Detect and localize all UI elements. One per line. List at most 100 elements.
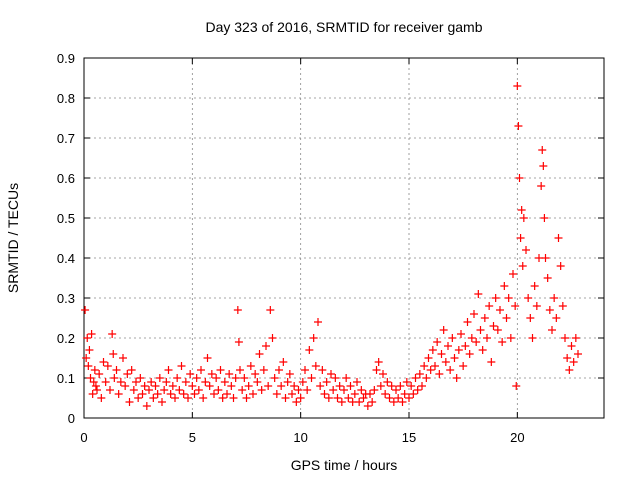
data-point — [181, 378, 190, 386]
data-point — [242, 394, 251, 402]
data-point — [216, 366, 225, 374]
data-point — [277, 382, 286, 390]
data-point — [125, 398, 134, 406]
data-point — [301, 366, 309, 374]
data-point — [210, 390, 218, 398]
data-point — [400, 390, 409, 398]
data-point — [184, 394, 192, 402]
data-point — [439, 326, 448, 334]
data-point — [498, 338, 507, 346]
data-point — [212, 374, 221, 382]
y-tick-label: 0.9 — [57, 51, 75, 66]
x-tick-label: 0 — [80, 430, 87, 445]
data-point — [574, 350, 582, 358]
data-point — [558, 302, 567, 310]
data-point — [249, 390, 257, 398]
data-point — [374, 358, 383, 366]
data-point — [530, 282, 539, 290]
data-point — [344, 394, 353, 402]
data-point — [368, 398, 377, 406]
data-point — [101, 378, 110, 386]
data-point — [463, 318, 472, 326]
data-point — [99, 358, 108, 366]
data-point — [402, 378, 411, 386]
data-point — [355, 398, 364, 406]
y-tick-label: 0.4 — [57, 251, 75, 266]
data-point — [448, 334, 457, 342]
y-tick-label: 0.6 — [57, 171, 75, 186]
data-point — [296, 394, 305, 402]
data-point — [303, 386, 312, 394]
data-point — [327, 370, 335, 378]
data-point — [288, 390, 296, 398]
data-point — [483, 334, 491, 342]
data-point — [383, 378, 392, 386]
data-point — [138, 390, 147, 398]
data-point — [155, 374, 164, 382]
data-point — [324, 394, 333, 402]
data-point — [123, 370, 132, 378]
data-point — [127, 366, 136, 374]
data-point — [93, 386, 101, 394]
data-point — [199, 394, 208, 402]
data-point — [543, 274, 552, 282]
data-point — [129, 386, 138, 394]
data-point — [292, 398, 301, 406]
data-point — [207, 370, 216, 378]
data-point — [160, 386, 169, 394]
x-tick-label: 15 — [402, 430, 416, 445]
data-point — [522, 246, 530, 254]
data-point — [225, 370, 234, 378]
data-point — [450, 354, 459, 362]
data-point — [370, 386, 379, 394]
data-point — [179, 390, 188, 398]
data-point — [194, 386, 203, 394]
data-point — [188, 382, 197, 390]
data-point — [333, 394, 342, 402]
data-point — [398, 398, 407, 406]
data-point — [112, 366, 121, 374]
data-point — [435, 370, 444, 378]
data-point — [506, 334, 515, 342]
data-point — [511, 302, 520, 310]
data-point — [190, 390, 199, 398]
data-point — [158, 398, 166, 406]
data-point — [407, 382, 416, 390]
data-point — [203, 354, 212, 362]
data-point — [518, 262, 527, 270]
data-point — [121, 382, 130, 390]
data-point — [255, 350, 264, 358]
data-point — [491, 294, 500, 302]
data-point — [259, 366, 268, 374]
data-point — [433, 338, 442, 346]
y-tick-label: 0.7 — [57, 131, 75, 146]
data-point — [567, 342, 576, 350]
data-point — [476, 326, 485, 334]
data-point — [385, 394, 394, 402]
data-point — [192, 374, 201, 382]
data-point — [526, 314, 535, 322]
data-point — [540, 214, 549, 222]
data-point — [431, 362, 439, 370]
data-point — [561, 334, 569, 342]
data-point — [340, 386, 348, 394]
data-point — [379, 370, 387, 378]
data-point — [472, 338, 481, 346]
data-point — [565, 366, 574, 374]
data-point — [272, 390, 281, 398]
data-point — [168, 382, 177, 390]
data-point — [227, 382, 236, 390]
data-point — [478, 346, 487, 354]
data-point — [502, 314, 511, 322]
data-point — [164, 366, 173, 374]
data-point — [517, 206, 526, 214]
data-point — [415, 370, 424, 378]
data-point — [175, 386, 184, 394]
data-point — [214, 386, 223, 394]
data-point — [550, 294, 559, 302]
chart-title: Day 323 of 2016, SRMTID for receiver gam… — [205, 19, 482, 35]
y-tick-label: 0.8 — [57, 91, 75, 106]
data-point — [500, 282, 509, 290]
data-point — [253, 378, 262, 386]
